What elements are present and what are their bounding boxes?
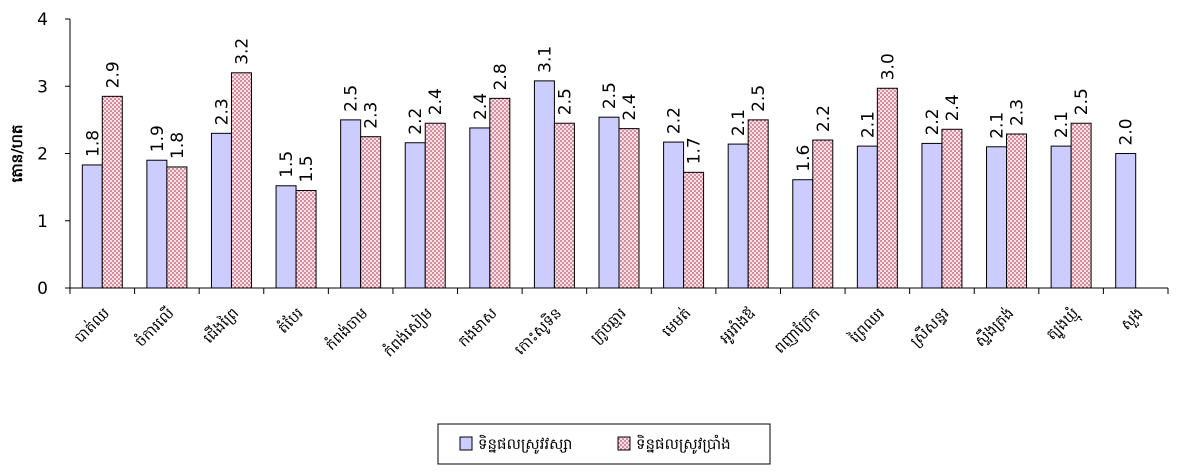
bar-series1 [404,142,426,289]
y-axis-title: តោន/ហត [8,125,26,183]
data-label: 1.9 [148,125,168,152]
bar-series2 [1070,122,1092,289]
bar-series2 [941,128,963,289]
data-label: 2.1 [1052,111,1072,138]
bar-series1 [663,141,685,289]
data-label: 2.4 [620,94,640,121]
bar-series2 [101,95,123,289]
data-label: 2.2 [814,105,834,132]
y-tick-label: 3 [37,77,48,97]
data-label: 3.1 [535,46,555,73]
category-label: ត្បូងឃ្មុំ [1042,303,1084,345]
category-label: កំពង់សៀម [379,303,437,361]
bar-series2 [295,189,317,289]
category-label: កោះសូទិន [510,303,566,359]
data-label: 2.5 [600,82,620,109]
bar-series1 [598,116,620,289]
bar-series1 [856,145,878,289]
bar-series2 [553,122,575,289]
bar-series2 [1006,133,1028,289]
category-label: ចំការលើ [131,303,178,350]
legend-swatch-series2 [617,436,631,451]
bar-series1 [727,143,749,289]
category-label: ស្ទឹងត្រង់ [970,303,1017,350]
legend-label-series1: ទិន្នផលស្រូវវស្សា [478,434,572,454]
data-label: 3.0 [878,53,898,80]
bar-series1 [81,164,103,289]
category-label: បាត់ឈ [70,303,113,346]
data-label: 2.3 [212,98,232,125]
data-label: 2.0 [1117,118,1137,145]
bar-series1 [146,159,168,289]
data-label: 2.5 [555,88,575,115]
data-label: 2.1 [858,111,878,138]
data-label: 2.5 [342,85,362,112]
data-label: 1.5 [277,151,297,178]
bar-series1 [986,146,1008,289]
bar-series2 [812,139,834,289]
y-tick-label: 4 [37,10,48,30]
category-label: កងមាស [454,304,500,350]
data-label: 2.5 [749,85,769,112]
bar-series2 [618,128,640,289]
category-label: មេមត់ [657,303,694,340]
category-label: សួង [1117,304,1147,334]
bar-series1 [275,185,297,289]
bar-series1 [792,179,814,289]
category-label: តំបែរ [273,303,307,337]
category-label: ព្រៃឈរ [844,303,888,347]
data-label: 2.4 [471,93,491,120]
data-label: 2.8 [491,63,511,90]
data-label: 2.1 [729,109,749,136]
bar-series2 [489,97,511,289]
bar-series2 [360,136,382,289]
bar-series1 [1115,153,1137,289]
category-label: ក្រូចឆ្មារ [587,304,631,348]
data-label: 2.2 [406,108,426,135]
bar-series1 [921,142,943,289]
category-label: កំពង់ចាម [321,303,371,353]
y-tick-label: 0 [37,279,48,299]
bar-series2 [747,119,769,289]
bar-series2 [166,166,188,289]
data-label: 2.4 [943,94,963,121]
data-label: 2.4 [426,88,446,115]
bar-series1 [340,119,362,289]
bar-series2 [230,72,252,289]
y-tick-label: 1 [37,212,48,232]
data-label: 2.9 [103,61,123,88]
legend-swatch-series1 [459,436,473,451]
bar-series2 [876,87,898,289]
bar-series1 [1050,145,1072,289]
data-label: 2.1 [988,112,1008,139]
data-label: 1.8 [168,132,188,159]
bar-series1 [533,80,555,289]
bar-series2 [683,171,705,289]
bar-series1 [469,127,491,289]
data-label: 1.8 [83,130,103,157]
y-tick-label: 2 [37,145,48,165]
data-label: 1.5 [297,155,317,182]
legend-box [437,423,771,465]
legend-label-series2: ទិន្នផលស្រូវប្រាំង [636,434,731,454]
data-label: 1.6 [794,145,814,172]
data-label: 2.3 [1008,99,1028,126]
data-label: 2.5 [1072,88,1092,115]
data-label: 2.3 [362,102,382,129]
bar-series1 [210,132,232,289]
data-label: 2.2 [923,108,943,135]
data-label: 2.2 [665,107,685,134]
category-label: ស្រីសន្ធរ [906,303,953,350]
category-label: ជើងព្រៃ [199,303,243,347]
data-label: 3.2 [232,38,252,65]
category-label: ពញាក្រែក [771,304,824,357]
legend: ទិន្នផលស្រូវវស្សា ទិន្នផលស្រូវប្រាំង [437,423,771,465]
data-label: 1.7 [685,137,705,164]
bar-series2 [424,122,446,289]
category-label: អូររាំងឪ [715,303,759,347]
